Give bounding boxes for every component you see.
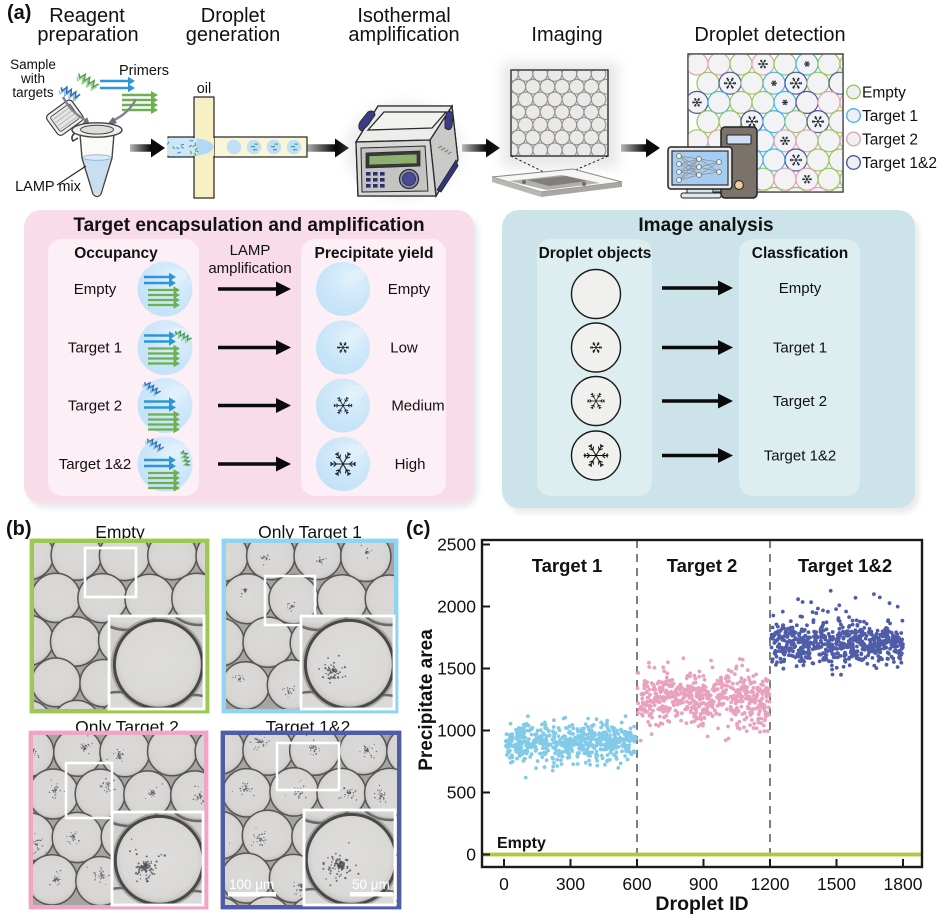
svg-text:Imaging: Imaging xyxy=(531,24,602,46)
svg-text:Target encapsulation and ampli: Target encapsulation and amplification xyxy=(73,215,424,236)
svg-text:Empty: Empty xyxy=(779,280,822,297)
svg-text:2000: 2000 xyxy=(437,597,476,617)
svg-text:1500: 1500 xyxy=(437,659,476,679)
svg-text:50 μm: 50 μm xyxy=(352,877,390,892)
svg-text:Target 2: Target 2 xyxy=(773,393,827,410)
svg-text:300: 300 xyxy=(556,874,585,894)
svg-text:Target 1&2: Target 1&2 xyxy=(862,155,937,172)
svg-text:Occupancy: Occupancy xyxy=(74,245,158,262)
svg-text:Droplet: Droplet xyxy=(201,5,266,27)
svg-text:Target 1: Target 1 xyxy=(68,340,122,357)
svg-text:LAMP: LAMP xyxy=(230,242,271,259)
svg-text:Precipitate yield: Precipitate yield xyxy=(315,245,434,262)
svg-text:Droplet ID: Droplet ID xyxy=(655,893,748,915)
svg-text:Empty: Empty xyxy=(388,281,431,298)
svg-text:Target 1: Target 1 xyxy=(773,340,827,357)
svg-text:500: 500 xyxy=(447,783,476,803)
svg-text:Target 1&2: Target 1&2 xyxy=(764,448,837,465)
svg-text:Isothermal: Isothermal xyxy=(357,5,450,27)
svg-text:Image analysis: Image analysis xyxy=(638,215,773,236)
svg-text:LAMP mix: LAMP mix xyxy=(15,179,82,195)
svg-text:600: 600 xyxy=(622,874,651,894)
svg-text:Sample: Sample xyxy=(10,57,56,72)
svg-text:oil: oil xyxy=(197,81,212,97)
svg-text:with: with xyxy=(20,71,45,86)
svg-text:targets: targets xyxy=(12,85,54,100)
svg-text:1800: 1800 xyxy=(884,874,923,894)
svg-text:Empty: Empty xyxy=(95,522,145,542)
svg-text:Only Target 1: Only Target 1 xyxy=(258,522,362,542)
svg-text:Droplet objects: Droplet objects xyxy=(539,245,652,262)
svg-text:Target 2: Target 2 xyxy=(68,398,122,415)
svg-text:1500: 1500 xyxy=(817,874,856,894)
svg-text:amplification: amplification xyxy=(348,24,459,46)
svg-text:Low: Low xyxy=(390,340,418,357)
svg-text:Target 1: Target 1 xyxy=(532,555,603,576)
svg-text:Target 2: Target 2 xyxy=(667,555,738,576)
svg-text:amplification: amplification xyxy=(208,260,291,277)
svg-text:1200: 1200 xyxy=(751,874,790,894)
svg-text:Empty: Empty xyxy=(497,835,546,852)
svg-text:generation: generation xyxy=(186,24,281,46)
svg-text:Precipitate area: Precipitate area xyxy=(416,629,437,771)
svg-text:2500: 2500 xyxy=(437,535,476,555)
svg-text:0: 0 xyxy=(466,845,476,865)
svg-text:Reagent: Reagent xyxy=(49,5,125,27)
svg-text:Target 1: Target 1 xyxy=(862,108,918,125)
svg-text:(a): (a) xyxy=(7,2,31,24)
svg-text:0: 0 xyxy=(499,874,509,894)
svg-text:preparation: preparation xyxy=(37,24,138,46)
svg-text:Target 1&2: Target 1&2 xyxy=(798,555,892,576)
svg-text:Target 1&2: Target 1&2 xyxy=(59,456,132,473)
svg-text:Droplet detection: Droplet detection xyxy=(694,24,845,46)
svg-text:(b): (b) xyxy=(6,518,32,540)
svg-text:Empty: Empty xyxy=(74,281,117,298)
svg-text:Primers: Primers xyxy=(119,63,169,79)
svg-text:Target 2: Target 2 xyxy=(862,132,918,149)
svg-text:(c): (c) xyxy=(406,518,430,540)
svg-text:100 μm: 100 μm xyxy=(229,877,274,892)
svg-text:Medium: Medium xyxy=(391,398,444,415)
svg-text:Classfication: Classfication xyxy=(752,245,848,262)
svg-text:Empty: Empty xyxy=(862,85,906,102)
svg-text:High: High xyxy=(395,456,426,473)
svg-text:1000: 1000 xyxy=(437,721,476,741)
svg-text:900: 900 xyxy=(689,874,718,894)
